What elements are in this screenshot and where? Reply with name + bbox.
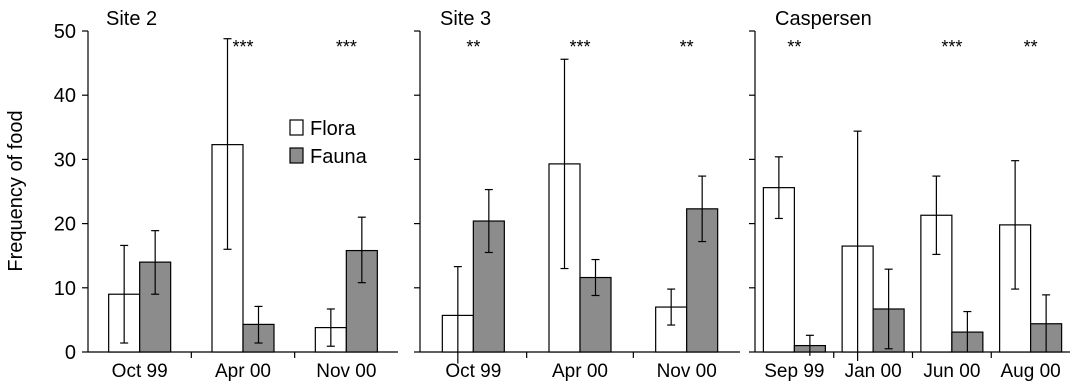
error-bar xyxy=(698,175,707,243)
x-tick-label: Jan 00 xyxy=(845,361,902,382)
y-tick-label: 0 xyxy=(65,342,76,364)
panel-1: 0 10 20 30 40 50 Site 2 Oct 99 Apr 00 *** Nov 00 **… xyxy=(54,8,398,382)
error-bar xyxy=(1011,160,1020,290)
panel-title: Site 2 xyxy=(106,8,157,30)
error-bar xyxy=(884,268,893,350)
legend-item-flora: Flora xyxy=(289,118,356,140)
error-bar xyxy=(326,308,335,347)
significance-label: *** xyxy=(336,37,357,57)
y-axis-label: Frequency of food xyxy=(5,110,27,271)
legend-swatch xyxy=(289,119,304,136)
legend: Flora Fauna xyxy=(289,118,368,168)
error-bar xyxy=(357,216,366,284)
significance-label: *** xyxy=(941,37,962,57)
y-tick-label: 50 xyxy=(54,21,76,43)
error-bar xyxy=(484,188,493,254)
y-tick-label: 30 xyxy=(54,149,76,171)
x-tick-label: Oct 99 xyxy=(112,361,168,382)
error-bar xyxy=(1042,294,1051,352)
x-tick-label: Nov 00 xyxy=(316,361,376,382)
x-tick-label: Jun 00 xyxy=(923,361,980,382)
error-bar xyxy=(774,156,783,220)
error-bar xyxy=(805,334,814,356)
panel-3: Caspersen Sep 99 ** Jan 00 Jun 00 *** Aug 00 ** xyxy=(749,8,1070,382)
bar-flora xyxy=(920,214,953,353)
legend-label: Fauna xyxy=(310,146,368,168)
panels: 0 10 20 30 40 50 Site 2 Oct 99 Apr 00 *** Nov 00 **… xyxy=(54,8,1070,382)
error-bar xyxy=(254,305,263,344)
significance-label: *** xyxy=(569,37,590,57)
x-tick-label: Nov 00 xyxy=(657,361,717,382)
significance-label: ** xyxy=(787,37,801,57)
panel-2: Site 3 Oct 99 ** Apr 00 *** Nov 00 ** xyxy=(414,8,740,382)
x-tick-label: Apr 00 xyxy=(215,361,271,382)
error-bar xyxy=(591,258,600,297)
error-bar xyxy=(667,288,676,326)
significance-label: ** xyxy=(680,37,694,57)
error-bar xyxy=(963,310,972,352)
panel-title: Caspersen xyxy=(775,8,872,30)
error-bar xyxy=(223,38,232,250)
significance-label: ** xyxy=(466,37,480,57)
x-tick-label: Apr 00 xyxy=(552,361,608,382)
y-tick-label: 10 xyxy=(54,278,76,300)
legend-swatch xyxy=(289,147,304,164)
error-bar xyxy=(853,130,862,361)
error-bar xyxy=(151,230,160,295)
error-bar xyxy=(453,266,462,364)
error-bar xyxy=(560,58,569,270)
x-tick-label: Aug 00 xyxy=(1001,361,1061,382)
x-tick-label: Sep 99 xyxy=(764,361,824,382)
y-tick-label: 40 xyxy=(54,85,76,107)
significance-label: *** xyxy=(232,37,253,57)
y-tick-label: 20 xyxy=(54,214,76,236)
error-bar xyxy=(120,244,129,344)
x-tick-label: Oct 99 xyxy=(445,361,501,382)
legend-item-fauna: Fauna xyxy=(289,146,368,168)
legend-label: Flora xyxy=(310,118,356,140)
significance-label: ** xyxy=(1024,37,1038,57)
error-bar xyxy=(932,175,941,256)
panel-title: Site 3 xyxy=(440,8,491,30)
